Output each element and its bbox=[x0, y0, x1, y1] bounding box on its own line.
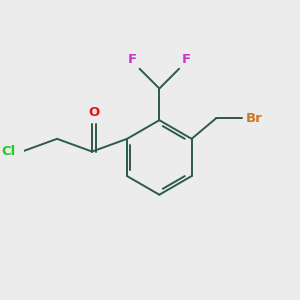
Text: Br: Br bbox=[246, 112, 262, 125]
Text: Cl: Cl bbox=[2, 145, 16, 158]
Text: F: F bbox=[182, 52, 191, 66]
Text: O: O bbox=[88, 106, 100, 119]
Text: F: F bbox=[128, 52, 136, 66]
